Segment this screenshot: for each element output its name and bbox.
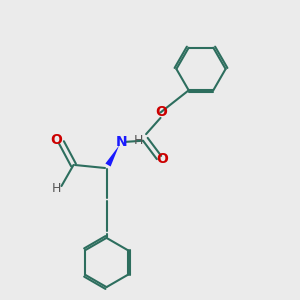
Text: O: O (155, 106, 167, 119)
Text: H: H (51, 182, 61, 195)
Text: O: O (50, 133, 62, 146)
Text: H: H (134, 134, 144, 148)
Text: N: N (116, 136, 127, 149)
Polygon shape (105, 146, 119, 167)
Text: O: O (157, 152, 169, 166)
